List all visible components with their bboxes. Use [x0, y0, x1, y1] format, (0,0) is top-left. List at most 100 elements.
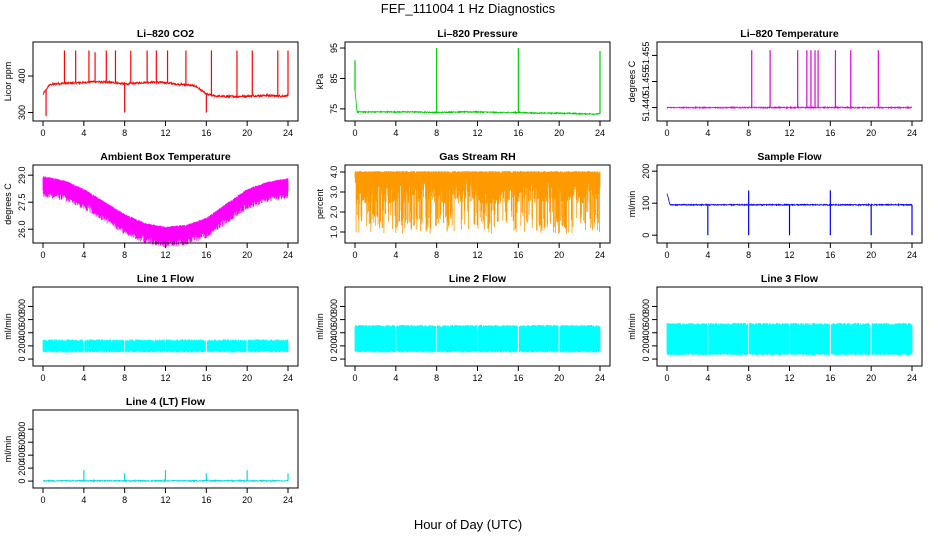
x-tick-label: 20	[866, 128, 876, 138]
x-tick-label: 20	[242, 373, 252, 383]
x-tick-label: 24	[595, 250, 605, 260]
x-tick-label: 0	[664, 128, 669, 138]
y-axis-label: ml/min	[3, 436, 13, 463]
x-tick-label: 8	[122, 373, 127, 383]
y-tick-label: 800	[329, 299, 339, 314]
y-tick-label: 400	[329, 325, 339, 340]
x-tick-label: 4	[81, 250, 86, 260]
y-tick-label: 75	[329, 104, 339, 114]
y-tick-label: 200	[17, 461, 27, 476]
y-tick-label: 0	[641, 233, 651, 238]
panel-10: Line 4 (LT) Flow ml/min 0 4 8 12 16 20 24 0 200400…	[3, 396, 299, 505]
panel-6: Sample Flow ml/min 0 4 8 12 16 20 24 0 100 200	[627, 151, 923, 260]
x-tick-label: 24	[595, 373, 605, 383]
x-tick-label: 20	[866, 250, 876, 260]
x-tick-label: 16	[201, 373, 211, 383]
x-tick-label: 8	[746, 128, 751, 138]
y-tick-label: 4.0	[329, 166, 339, 179]
y-tick-label: 200	[329, 338, 339, 353]
x-tick-label: 4	[705, 250, 710, 260]
y-tick-label: 600	[17, 435, 27, 450]
y-tick-label: 85	[329, 73, 339, 83]
x-tick-label: 0	[664, 373, 669, 383]
panel-1: Li–820 CO2 Licor ppm 0 4 8 12 16 20 24 300 400	[3, 28, 299, 138]
x-tick-label: 0	[40, 495, 45, 505]
series-line	[666, 193, 913, 207]
y-tick-label: 51.455	[641, 68, 651, 96]
x-tick-label: 4	[393, 373, 398, 383]
x-tick-label: 24	[907, 250, 917, 260]
y-tick-label: 0	[329, 357, 339, 362]
y-tick-label: 29.0	[17, 166, 27, 184]
x-axis-caption: Hour of Day (UTC)	[413, 517, 523, 532]
x-tick-label: 4	[393, 128, 398, 138]
y-tick-label: 1.0	[329, 226, 339, 239]
panel-title: Li–820 Pressure	[437, 28, 518, 40]
x-tick-label: 8	[746, 250, 751, 260]
x-tick-label: 16	[201, 250, 211, 260]
panel-3: Li–820 Temperature degrees C 0 4 8 12 16 20 24 51…	[627, 28, 923, 138]
panel-title: Line 2 Flow	[449, 273, 507, 285]
series-line	[666, 322, 913, 356]
x-tick-label: 20	[554, 250, 564, 260]
y-tick-label: 51.440	[641, 94, 651, 122]
y-tick-label: 51.455	[641, 42, 651, 70]
x-tick-label: 12	[472, 373, 482, 383]
y-tick-label: 600	[17, 312, 27, 327]
x-tick-label: 8	[434, 128, 439, 138]
series-line	[666, 105, 912, 110]
x-tick-label: 8	[122, 250, 127, 260]
y-axis-label: kPa	[315, 74, 325, 90]
x-tick-label: 8	[434, 373, 439, 383]
panel-title: Li–820 CO2	[137, 28, 194, 40]
panel-5: Gas Stream RH percent 0 4 8 12 16 20 24 1.0 2.0 3.0…	[315, 151, 611, 260]
x-tick-label: 12	[160, 495, 170, 505]
plot-frame	[32, 41, 299, 122]
x-tick-label: 4	[705, 128, 710, 138]
y-tick-label: 2.0	[329, 206, 339, 219]
x-tick-label: 12	[160, 373, 170, 383]
y-axis-label: degrees C	[3, 183, 13, 225]
y-tick-label: 400	[641, 325, 651, 340]
x-tick-label: 16	[513, 128, 523, 138]
y-axis-label: ml/min	[627, 313, 637, 340]
y-tick-label: 100	[641, 196, 651, 211]
y-axis-label: Licor ppm	[3, 62, 13, 102]
x-tick-label: 12	[784, 128, 794, 138]
y-axis-label: ml/min	[3, 313, 13, 340]
x-tick-label: 8	[122, 128, 127, 138]
x-tick-label: 20	[242, 128, 252, 138]
x-tick-label: 0	[352, 128, 357, 138]
x-tick-label: 20	[242, 495, 252, 505]
panel-9: Line 3 Flow ml/min 0 4 8 12 16 20 24 0 20040060080…	[627, 273, 923, 383]
figure-title: FEF_111004 1 Hz Diagnostics	[380, 1, 556, 16]
x-tick-label: 12	[784, 250, 794, 260]
x-tick-label: 20	[554, 373, 564, 383]
y-tick-label: 400	[17, 325, 27, 340]
y-tick-label: 400	[17, 448, 27, 463]
x-tick-label: 12	[784, 373, 794, 383]
x-tick-label: 12	[472, 128, 482, 138]
panel-title: Line 3 Flow	[761, 273, 819, 285]
x-tick-label: 24	[283, 250, 293, 260]
y-tick-label: 800	[17, 299, 27, 314]
y-tick-label: 800	[641, 299, 651, 314]
series-line	[42, 80, 289, 99]
x-tick-label: 24	[283, 128, 293, 138]
series-line	[42, 339, 289, 353]
y-tick-label: 600	[329, 312, 339, 327]
y-tick-label: 800	[17, 422, 27, 437]
series-line	[42, 176, 289, 247]
panel-4: Ambient Box Temperature degrees C 0 4 8 12 16 2…	[3, 151, 299, 260]
y-tick-label: 200	[17, 338, 27, 353]
x-tick-label: 0	[40, 373, 45, 383]
y-tick-label: 27.5	[17, 193, 27, 211]
x-tick-label: 8	[122, 495, 127, 505]
x-tick-label: 8	[434, 250, 439, 260]
plot-frame	[656, 41, 923, 122]
y-tick-label: 200	[641, 164, 651, 179]
y-tick-label: 600	[641, 312, 651, 327]
x-tick-label: 12	[160, 128, 170, 138]
panel-2: Li–820 Pressure kPa 0 4 8 12 16 20 24 75 85 95	[315, 28, 611, 138]
